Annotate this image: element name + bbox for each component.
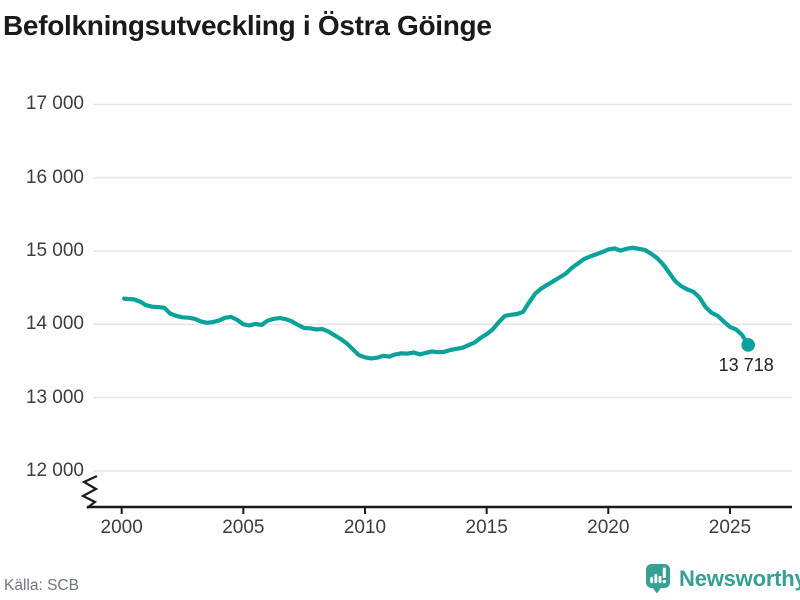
y-tick-label: 17 000: [25, 93, 84, 115]
axis-break-icon: [80, 475, 99, 509]
chart-title: Befolkningsutveckling i Östra Göinge: [3, 10, 492, 41]
population-line: [121, 245, 751, 361]
y-tick-label: 16 000: [25, 166, 84, 188]
y-tick-label: 13 000: [25, 386, 84, 408]
x-tick-label: 2005: [222, 517, 265, 538]
x-tick-label: 2015: [465, 517, 508, 538]
brand-name: Newsworthy: [679, 565, 800, 591]
y-tick-label: 15 000: [25, 240, 84, 261]
x-tick-label: 2025: [708, 517, 752, 538]
x-tick-label: 2000: [100, 517, 143, 538]
y-tick-label: 12 000: [25, 459, 84, 481]
end-point-dot: [741, 338, 755, 352]
x-tick-label: 2010: [343, 517, 387, 538]
source-note: Källa: SCB: [4, 577, 79, 594]
newsworthy-pin-barchart-icon: [646, 564, 670, 594]
x-tick-label: 2020: [587, 517, 630, 538]
last-value-label: 13 718: [718, 354, 774, 375]
brand-footer: Newsworthy: [645, 563, 800, 594]
y-tick-label: 14 000: [25, 313, 84, 335]
